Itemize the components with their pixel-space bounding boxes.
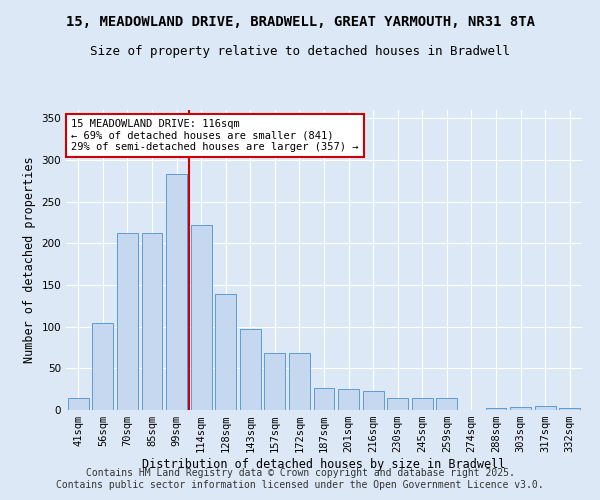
Bar <box>142 234 163 410</box>
Bar <box>166 174 187 410</box>
Y-axis label: Number of detached properties: Number of detached properties <box>23 156 36 364</box>
Bar <box>289 354 310 410</box>
Text: 15 MEADOWLAND DRIVE: 116sqm
← 69% of detached houses are smaller (841)
29% of se: 15 MEADOWLAND DRIVE: 116sqm ← 69% of det… <box>71 119 359 152</box>
Bar <box>535 406 556 410</box>
Bar <box>362 391 383 410</box>
Bar <box>436 398 457 410</box>
Bar <box>240 329 261 410</box>
Text: Size of property relative to detached houses in Bradwell: Size of property relative to detached ho… <box>90 45 510 58</box>
X-axis label: Distribution of detached houses by size in Bradwell: Distribution of detached houses by size … <box>142 458 506 471</box>
Text: 15, MEADOWLAND DRIVE, BRADWELL, GREAT YARMOUTH, NR31 8TA: 15, MEADOWLAND DRIVE, BRADWELL, GREAT YA… <box>65 15 535 29</box>
Bar <box>559 408 580 410</box>
Bar <box>92 322 113 410</box>
Bar <box>191 225 212 410</box>
Bar <box>485 408 506 410</box>
Bar <box>265 354 286 410</box>
Bar <box>314 388 334 410</box>
Bar <box>215 294 236 410</box>
Bar <box>412 398 433 410</box>
Text: Contains HM Land Registry data © Crown copyright and database right 2025.
Contai: Contains HM Land Registry data © Crown c… <box>56 468 544 490</box>
Bar <box>117 234 138 410</box>
Bar <box>338 389 359 410</box>
Bar <box>68 398 89 410</box>
Bar <box>387 398 408 410</box>
Bar <box>510 406 531 410</box>
